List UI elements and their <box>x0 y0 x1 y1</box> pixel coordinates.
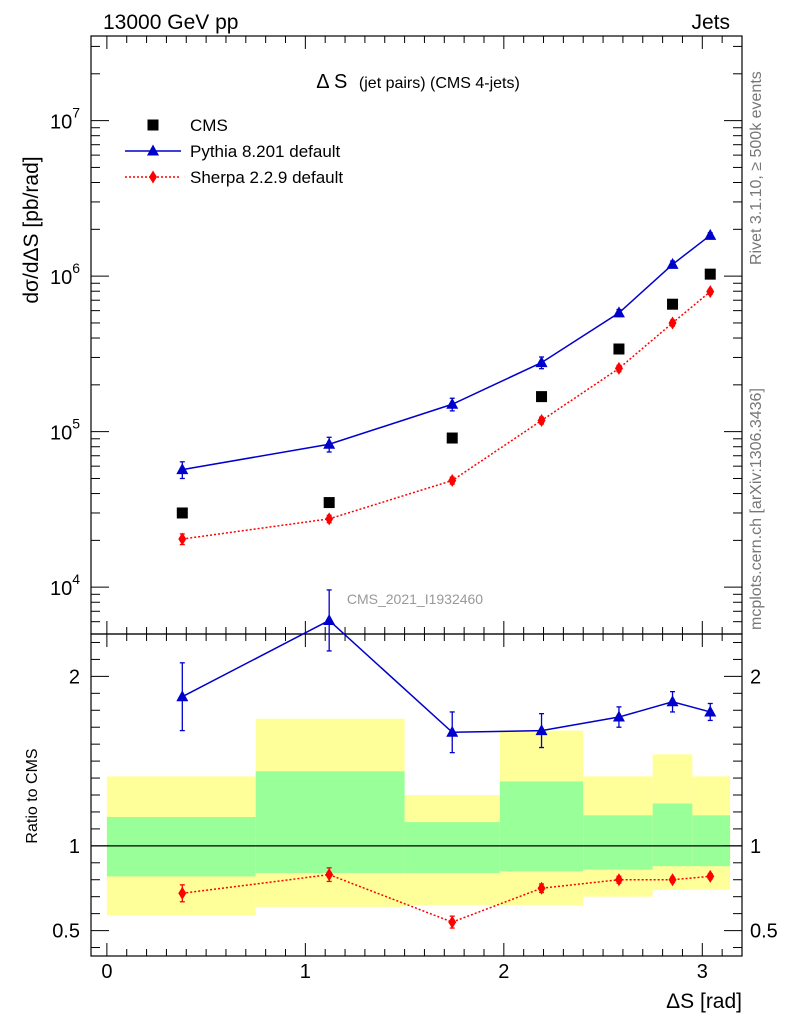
main-series-2-point <box>537 413 546 427</box>
legend-marker-0 <box>147 119 159 131</box>
main-series-1-point <box>612 306 625 318</box>
ratio-y-tick-label-right-1: 1 <box>750 836 761 858</box>
main-series-1-point <box>704 228 717 240</box>
ratio-series-1-point <box>178 886 187 900</box>
ratio-y-tick-label-right-2: 2 <box>750 666 761 688</box>
main-series-0-point <box>446 432 458 444</box>
main-series-1-point <box>535 356 548 368</box>
main-series-0-point <box>667 298 679 310</box>
main-series-1-point <box>446 397 459 409</box>
main-ylabel: dσ/dΔS [pb/rad] <box>20 156 43 303</box>
legend-marker-1 <box>147 144 159 156</box>
header-left: 13000 GeV pp <box>103 11 238 34</box>
x-tick-label-2: 2 <box>498 961 509 983</box>
rivet-label: Rivet 3.1.10, ≥ 500k events <box>748 71 765 265</box>
main-series-0-point <box>536 391 548 403</box>
ratio-series-0-point <box>176 690 189 702</box>
main-series-0-point <box>323 497 335 509</box>
x-tick-label-3: 3 <box>697 961 708 983</box>
ratio-series-1-point <box>668 873 677 887</box>
main-series-2-point <box>706 285 715 299</box>
ratio-series-1-point <box>537 881 546 895</box>
ratio-series-0-line <box>181 619 711 734</box>
main-title-main: Δ S <box>316 71 347 93</box>
ratio-series-0-point <box>612 710 625 722</box>
ratio-series-0-point <box>535 724 548 736</box>
ratio-series-1-point <box>448 915 457 929</box>
ratio-plot <box>176 589 717 929</box>
ratio-series-0-point <box>704 705 717 717</box>
main-plot <box>176 228 717 546</box>
main-series-1-point <box>666 257 679 269</box>
mcplots-label: mcplots.cern.ch [arXiv:1306.3436] <box>748 388 765 630</box>
main-series-1-point <box>176 463 189 475</box>
main-series-2-point <box>614 361 623 375</box>
ratio-ylabel: Ratio to CMS <box>24 748 41 843</box>
legend-marker-2 <box>149 170 157 184</box>
ratio-y-tick-label-0: 0.5 <box>52 921 80 943</box>
ratio-y-tick-label-1: 1 <box>69 836 80 858</box>
watermark: CMS_2021_I1932460 <box>347 591 483 607</box>
main-series-0-point <box>176 507 188 519</box>
stat-band-6 <box>692 815 731 867</box>
ratio-plot-background: 0 1 2 3 0.5 0.5 1 1 2 2 <box>52 633 778 983</box>
stat-band-1 <box>255 771 405 873</box>
main-series-1-line <box>182 234 711 471</box>
header-right: Jets <box>691 11 730 34</box>
ratio-series-1-point <box>325 868 334 882</box>
stat-band-0 <box>106 817 256 877</box>
legend-label-1: Pythia 8.201 default <box>190 142 341 161</box>
main-series-2-point <box>325 512 334 526</box>
ratio-series-1-point <box>706 869 715 883</box>
x-axis-label: ΔS [rad] <box>666 990 742 1013</box>
ratio-y-tick-label-2: 2 <box>69 666 80 688</box>
main-series-2-line <box>182 291 711 540</box>
main-series-2-point <box>178 532 187 546</box>
main-y-tick-label-2: 106 <box>50 260 80 289</box>
ratio-series-0-point <box>666 695 679 707</box>
main-frame <box>90 35 743 635</box>
ratio-series-0-point <box>323 613 336 625</box>
main-y-tick-label-0: 104 <box>50 571 80 600</box>
main-title-sub: (jet pairs) (CMS 4-jets) <box>359 75 520 92</box>
stat-band-5 <box>652 803 693 867</box>
ratio-series-1-point <box>614 873 623 887</box>
stat-band-4 <box>583 815 653 870</box>
x-tick-label-0: 0 <box>101 961 112 983</box>
stat-band-3 <box>499 781 584 872</box>
ratio-series-0-point <box>446 725 459 737</box>
legend-label-2: Sherpa 2.2.9 default <box>190 168 343 187</box>
main-series-2-point <box>448 474 457 488</box>
main-series-0-point <box>704 268 716 280</box>
main-y-tick-label-3: 107 <box>50 105 80 134</box>
x-tick-label-1: 1 <box>300 961 311 983</box>
main-series-1-point <box>323 437 336 449</box>
main-series-2-point <box>668 316 677 330</box>
stat-band-2 <box>404 822 500 873</box>
main-y-tick-label-1: 105 <box>50 416 80 445</box>
legend: CMS Pythia 8.201 default Sherpa 2.2.9 defa… <box>125 116 343 187</box>
ratio-y-tick-label-right-0: 0.5 <box>750 921 778 943</box>
legend-label-0: CMS <box>190 116 228 135</box>
main-title: Δ S (jet pairs) (CMS 4-jets) <box>316 71 520 93</box>
main-series-0-point <box>613 343 625 355</box>
